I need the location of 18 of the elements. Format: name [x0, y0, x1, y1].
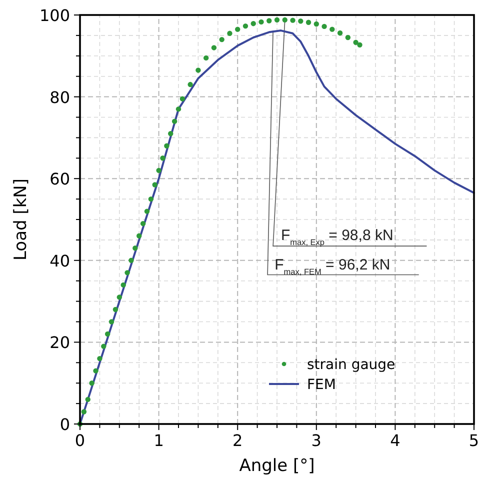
y-axis-title: Load [kN]: [11, 178, 31, 261]
x-tick-label: 5: [468, 431, 480, 450]
x-tick-label: 3: [311, 431, 322, 450]
y-tick-label: 20: [50, 333, 70, 352]
annotation: F$_{max, FEM}$ = 96,2 kN: [274, 256, 390, 276]
x-tick-label: 0: [74, 431, 86, 450]
y-tick-label: 60: [50, 170, 70, 189]
legend-label: FEM: [307, 377, 336, 393]
y-tick-label: 40: [50, 251, 70, 270]
x-tick-label: 1: [154, 431, 164, 450]
annotation: F$_{max, Exp}$ = 98,8 kN: [280, 226, 394, 246]
x-tick-label: 4: [390, 431, 400, 450]
legend-label: strain gauge: [307, 357, 396, 373]
x-tick-label: 2: [232, 431, 243, 450]
y-tick-label: 0: [60, 415, 70, 434]
y-tick-label: 100: [39, 6, 70, 25]
y-tick-label: 80: [50, 88, 70, 107]
x-axis-title: Angle [°]: [239, 456, 315, 476]
